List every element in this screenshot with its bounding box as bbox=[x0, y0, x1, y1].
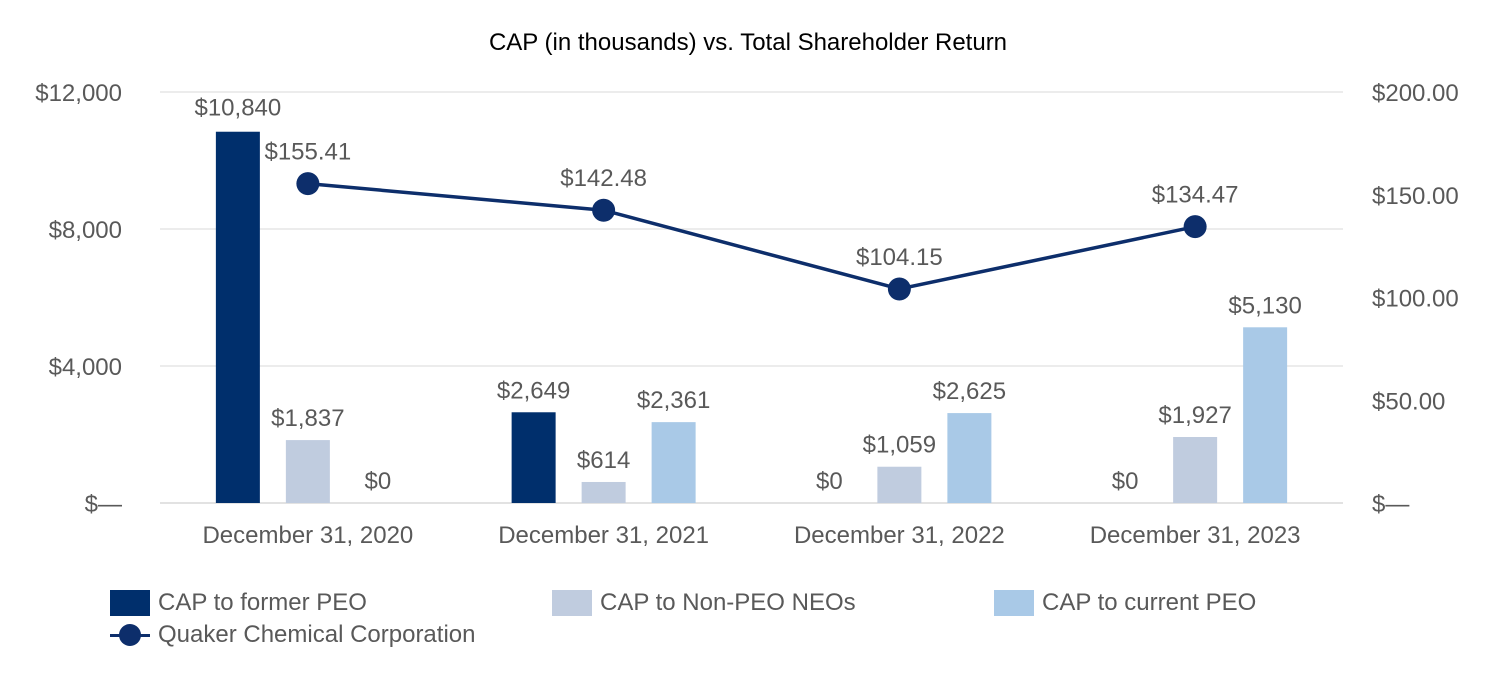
bar bbox=[947, 413, 992, 503]
tsr-value-label: $134.47 bbox=[1152, 182, 1239, 209]
bar bbox=[651, 422, 696, 503]
bar-value-label: $0 bbox=[816, 468, 843, 495]
x-tick-label: December 31, 2021 bbox=[498, 522, 709, 549]
x-tick-label: December 31, 2023 bbox=[1090, 522, 1301, 549]
bar-value-label: $1,927 bbox=[1158, 402, 1231, 429]
tsr-value-label: $104.15 bbox=[856, 244, 943, 271]
x-tick-label: December 31, 2022 bbox=[794, 522, 1005, 549]
tsr-point bbox=[887, 277, 911, 301]
bar-value-label: $2,625 bbox=[933, 378, 1006, 405]
bar bbox=[581, 481, 626, 503]
bar-value-label: $2,361 bbox=[637, 387, 710, 414]
y-right-tick-label: $50.00 bbox=[1372, 388, 1445, 415]
tsr-value-label: $142.48 bbox=[560, 165, 647, 192]
bar bbox=[511, 412, 556, 503]
y-right-tick-label: $150.00 bbox=[1372, 183, 1459, 210]
bar-value-label: $1,059 bbox=[863, 432, 936, 459]
y-right-tick-label: $— bbox=[1372, 491, 1409, 518]
bar-value-label: $0 bbox=[1112, 468, 1139, 495]
bar bbox=[877, 466, 922, 503]
bar-value-label: $10,840 bbox=[194, 95, 281, 122]
x-tick-label: December 31, 2020 bbox=[202, 522, 413, 549]
bar-value-label: $614 bbox=[577, 447, 630, 474]
bar bbox=[1243, 327, 1288, 503]
data-labels: $10,840 $2,649 $0 $0 $1,837 $614 $1,059 $1,927 $… bbox=[194, 95, 1301, 495]
axes: $— $4,000 $8,000 $12,000 $— $50.00 $100.00 $150… bbox=[35, 80, 1459, 549]
gridlines bbox=[160, 91, 1343, 504]
bar bbox=[285, 440, 330, 503]
tsr-point bbox=[296, 172, 320, 196]
bar bbox=[1173, 437, 1218, 503]
tsr-line-path bbox=[307, 181, 1196, 291]
y-right-tick-label: $100.00 bbox=[1372, 286, 1459, 313]
chart-title: CAP (in thousands) vs. Total Shareholder… bbox=[489, 29, 1007, 56]
bar-value-label: $2,649 bbox=[497, 377, 570, 404]
y-left-tick-label: $8,000 bbox=[49, 217, 122, 244]
y-left-tick-label: $4,000 bbox=[49, 354, 122, 381]
bar bbox=[215, 131, 260, 504]
bar-value-label: $0 bbox=[365, 468, 392, 495]
tsr-line bbox=[296, 172, 1207, 301]
tsr-point bbox=[1183, 215, 1207, 239]
tsr-value-label: $155.41 bbox=[264, 139, 351, 166]
bar-value-label: $1,837 bbox=[271, 405, 344, 432]
bars bbox=[215, 131, 1288, 504]
tsr-point bbox=[592, 198, 616, 222]
y-right-tick-label: $200.00 bbox=[1372, 80, 1459, 107]
y-left-tick-label: $12,000 bbox=[35, 80, 122, 107]
y-left-tick-label: $— bbox=[85, 491, 122, 518]
bar-value-label: $5,130 bbox=[1228, 292, 1301, 319]
